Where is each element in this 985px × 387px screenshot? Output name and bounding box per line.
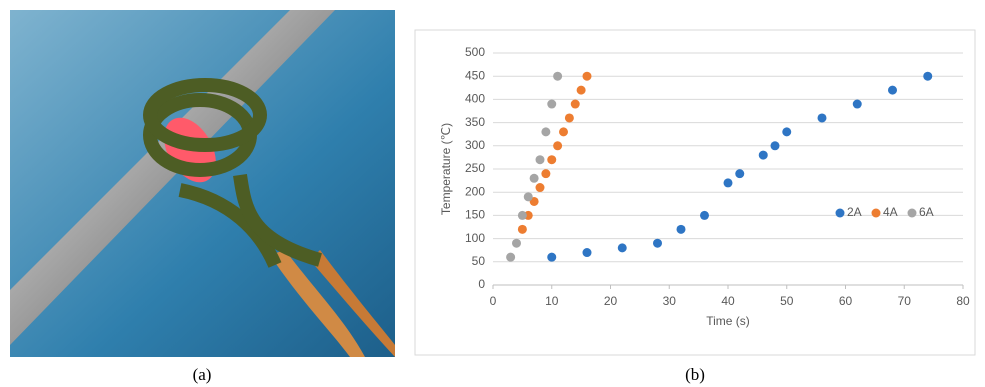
legend-marker — [836, 209, 845, 218]
y-tick-label: 400 — [465, 92, 485, 106]
x-tick-label: 50 — [780, 294, 794, 308]
y-tick-label: 300 — [465, 138, 485, 152]
point — [888, 86, 897, 95]
point — [577, 86, 586, 95]
figure: (a) (b) Time (s) Temperature (℃) 0501001… — [0, 0, 985, 387]
point — [653, 239, 662, 248]
panel-label: (a) — [193, 365, 212, 384]
point — [677, 225, 686, 234]
x-tick-label: 30 — [663, 294, 677, 308]
point — [547, 100, 556, 109]
y-tick-label: 450 — [465, 68, 485, 82]
point — [724, 178, 733, 187]
point — [530, 174, 539, 183]
point — [524, 192, 533, 201]
legend-label: 2A — [847, 205, 862, 219]
x-tick-label: 20 — [604, 294, 618, 308]
point — [700, 211, 709, 220]
x-tick-label: 10 — [545, 294, 559, 308]
x-tick-label: 0 — [490, 294, 497, 308]
panel-label: (b) — [685, 365, 705, 384]
y-tick-label: 0 — [478, 277, 485, 291]
point — [518, 211, 527, 220]
point — [553, 141, 562, 150]
y-tick-label: 350 — [465, 115, 485, 129]
point — [618, 243, 627, 252]
point — [506, 253, 515, 262]
photo — [10, 10, 395, 357]
point — [583, 72, 592, 81]
point — [853, 100, 862, 109]
y-tick-label: 250 — [465, 161, 485, 175]
legend-label: 6A — [919, 205, 934, 219]
legend-marker — [908, 209, 917, 218]
y-tick-label: 100 — [465, 231, 485, 245]
point — [818, 113, 827, 122]
point — [923, 72, 932, 81]
legend-label: 4A — [883, 205, 898, 219]
y-tick-label: 500 — [465, 45, 485, 59]
x-tick-label: 80 — [956, 294, 970, 308]
point — [541, 169, 550, 178]
point — [782, 127, 791, 136]
point — [759, 151, 768, 160]
point — [518, 225, 527, 234]
y-tick-label: 50 — [472, 254, 486, 268]
point — [547, 253, 556, 262]
point — [536, 183, 545, 192]
point — [571, 100, 580, 109]
y-axis-label: Temperature (℃) — [439, 123, 453, 215]
x-axis-label: Time (s) — [706, 314, 750, 328]
point — [547, 155, 556, 164]
point — [771, 141, 780, 150]
point — [559, 127, 568, 136]
y-tick-label: 200 — [465, 184, 485, 198]
x-tick-label: 40 — [721, 294, 735, 308]
x-tick-label: 60 — [839, 294, 853, 308]
y-tick-label: 150 — [465, 208, 485, 222]
point — [583, 248, 592, 257]
x-tick-label: 70 — [898, 294, 912, 308]
point — [565, 113, 574, 122]
point — [541, 127, 550, 136]
point — [512, 239, 521, 248]
point — [536, 155, 545, 164]
point — [553, 72, 562, 81]
point — [735, 169, 744, 178]
legend-marker — [872, 209, 881, 218]
